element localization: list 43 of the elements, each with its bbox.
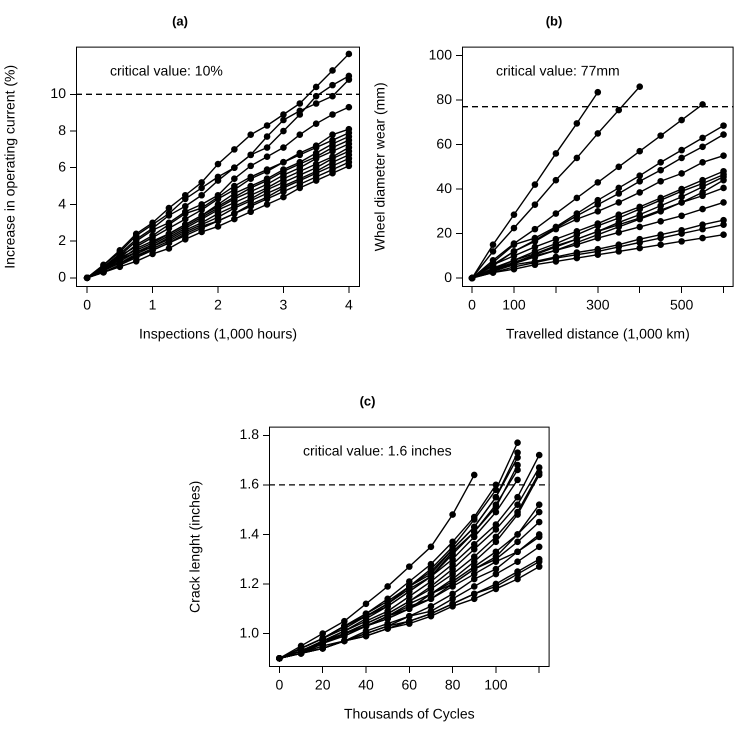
y-tick-label: 1.8 [240,426,260,442]
y-tick-label: 80 [436,90,452,107]
x-tick-label: 100 [484,676,508,692]
x-tick-label: 300 [586,296,610,312]
x-tick-label: 100 [502,296,526,312]
y-axis-title: Increase in operating current (%) [1,64,18,269]
x-tick-label: 60 [402,676,418,692]
x-tick-label: 2 [214,296,222,312]
x-tick-label: 40 [358,676,374,692]
x-tick-label: 4 [344,296,353,312]
x-axis-title: Travelled distance (1,000 km) [506,325,690,342]
chart-title: (a) [172,13,188,28]
annotation: critical value: 1.6 inches [303,442,452,458]
y-tick-label: 0 [58,268,66,285]
y-tick-label: 10 [50,85,66,102]
y-tick-label: 8 [58,122,66,138]
y-tick-label: 1.2 [240,574,260,591]
x-tick-label: 0 [275,676,284,692]
x-tick-label: 20 [314,676,331,692]
y-axis-title: Wheel diameter wear (mm) [371,82,388,252]
y-tick-label: 1.6 [240,476,260,492]
x-tick-label: 0 [83,296,92,312]
x-axis-title: Inspections (1,000 hours) [139,325,297,342]
y-tick-label: 1.0 [240,624,260,640]
y-tick-label: 2 [58,232,66,248]
x-axis-title: Thousands of Cycles [344,705,475,722]
x-tick-label: 3 [280,296,288,312]
annotation: critical value: 77mm [496,62,620,78]
y-tick-label: 0 [444,268,452,285]
chart-title: (c) [360,393,376,408]
y-tick-label: 100 [428,46,452,62]
y-tick-label: 1.4 [240,525,260,542]
y-tick-label: 60 [436,135,452,152]
y-tick-label: 20 [436,224,452,240]
x-tick-label: 0 [468,296,476,312]
y-tick-label: 40 [436,180,452,196]
chart-title: (b) [546,13,562,28]
annotation: critical value: 10% [110,62,223,78]
y-tick-label: 6 [58,158,66,175]
x-tick-label: 1 [148,296,157,312]
y-tick-label: 4 [58,195,66,212]
y-axis-title: Crack lenght (inches) [186,480,202,613]
x-tick-label: 500 [670,296,694,312]
